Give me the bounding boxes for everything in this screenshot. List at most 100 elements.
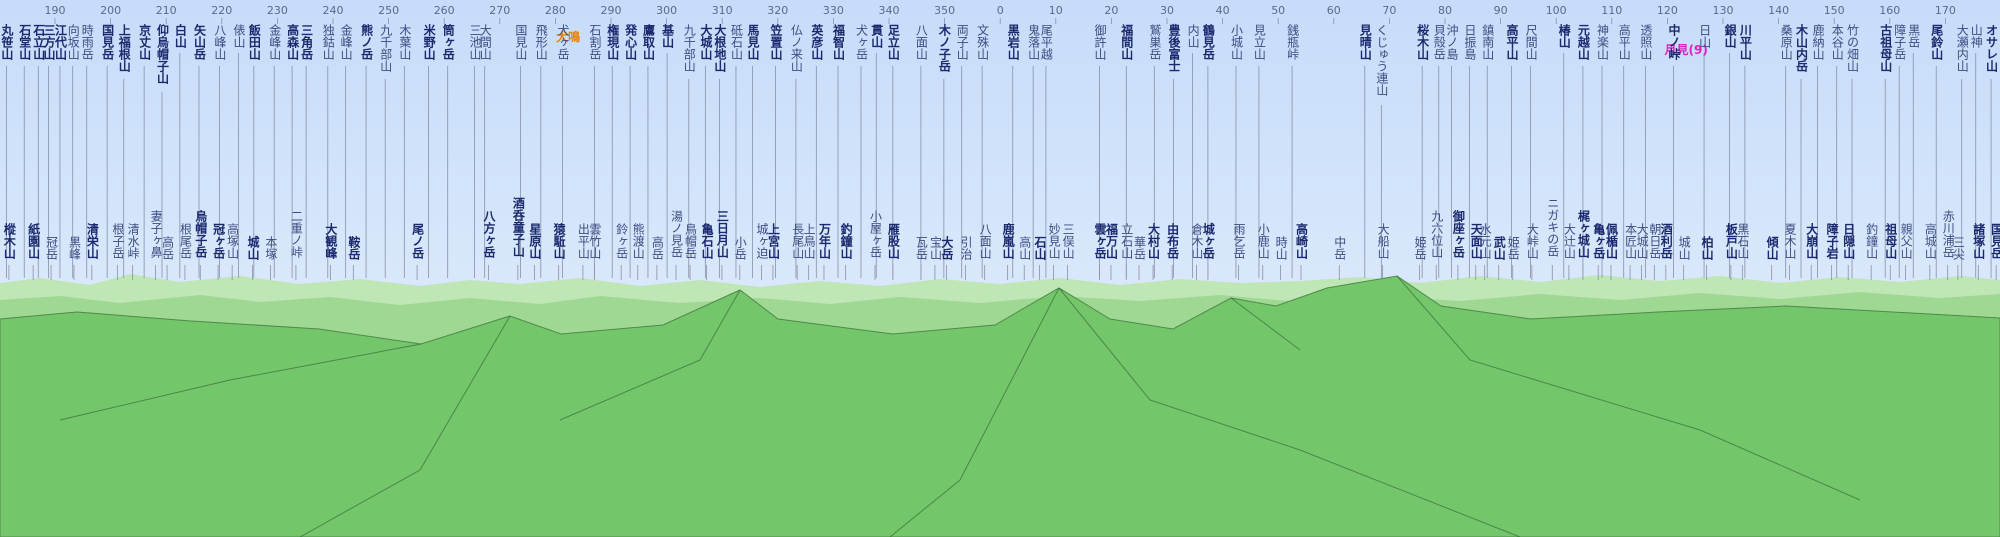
peak-label: 黒峰 <box>67 236 82 260</box>
peak-label: 高崎山 <box>1294 223 1309 259</box>
peak-label: 国見岳 <box>100 24 115 60</box>
peak-label: 九千部山 <box>682 24 697 72</box>
peak-label: 柏山 <box>1700 236 1715 260</box>
peak-label: 権現山 <box>605 24 620 60</box>
peak-label: 独鈷山 <box>321 24 336 60</box>
peak-label: 高森山 <box>285 24 300 60</box>
peak-label: 二重ノ峠 <box>289 210 304 258</box>
peak-label: 長尾山 <box>790 223 805 259</box>
peak-label: 鞍岳 <box>346 236 361 260</box>
bearing-label: 0 <box>996 4 1004 17</box>
peak-label: 沖ノ島 <box>1445 24 1460 60</box>
peak-label: 俵山 <box>232 24 247 48</box>
bearing-label: 140 <box>1768 4 1790 17</box>
bearing-label: 70 <box>1382 4 1397 17</box>
peak-label: 江代山 <box>53 24 68 60</box>
bearing-label: 190 <box>44 4 66 17</box>
bearing-label: 130 <box>1712 4 1734 17</box>
peak-label: 文殊山 <box>975 24 990 60</box>
peak-label: 国見岳 <box>1989 223 2000 259</box>
peak-label: 湯ノ見岳 <box>669 210 684 258</box>
peak-label: 根子岳 <box>110 223 125 259</box>
peak-label: 上宮山 <box>766 223 781 259</box>
peak-label: 冠ヶ岳 <box>211 223 226 259</box>
peak-label: 高岳 <box>650 236 665 260</box>
peak-label: 国見山 <box>513 24 528 60</box>
peak-label: 八面山 <box>914 24 929 60</box>
peak-label: 貫山 <box>869 24 884 48</box>
peak-label: 小岳 <box>733 236 748 260</box>
bearing-label: 10 <box>1048 4 1063 17</box>
peak-label: 梶ヶ城山 <box>1576 210 1591 258</box>
peak-label: 親父山 <box>1899 223 1914 259</box>
peak-label: 清栄山 <box>85 223 100 259</box>
peak-label: 八面山 <box>978 223 993 259</box>
peak-label: 白山 <box>173 24 188 48</box>
peak-label: 雲ヶ岳 <box>1092 223 1107 259</box>
bearing-label: 80 <box>1438 4 1452 17</box>
peak-label: 釣鐘山 <box>839 223 854 259</box>
bearing-label: 60 <box>1326 4 1341 17</box>
peak-label: 日隠山 <box>1841 223 1856 259</box>
peak-label: 御座ヶ岳 <box>1451 210 1466 258</box>
peak-label: 姫岳 <box>1413 236 1428 260</box>
peak-label: 立石山 <box>1119 223 1134 259</box>
peak-label: 大間山 <box>478 24 493 60</box>
peak-label: 由布岳 <box>1165 223 1180 259</box>
peak-label: 内山 <box>1186 24 1201 48</box>
peak-label: 尾平越 <box>1039 24 1054 60</box>
peak-label: 九六位山 <box>1429 210 1444 258</box>
peak-label: 犬ヶ岳 <box>555 24 570 60</box>
peak-label: 佩楯山 <box>1604 223 1619 259</box>
peak-label: 金峰山 <box>267 24 282 60</box>
peak-label: 大観峰 <box>323 223 338 259</box>
peak-label: 仰烏帽子山 <box>155 24 170 84</box>
bearing-label: 200 <box>100 4 122 17</box>
peak-label: 見立山 <box>1252 24 1267 60</box>
peak-label: 板戸山 <box>1724 223 1739 259</box>
peak-label: 大辻山 <box>1562 223 1577 259</box>
peak-label: 足立山 <box>886 24 901 60</box>
peak-label: 傾山 <box>1765 236 1780 260</box>
peak-label: 木ノ子岳 <box>937 24 952 72</box>
peak-label: 大船山 <box>1376 223 1391 259</box>
bearing-label: 240 <box>322 4 344 17</box>
peak-label: 本谷山 <box>1830 24 1845 60</box>
peak-label: 大峠山 <box>1525 223 1540 259</box>
bearing-label: 30 <box>1160 4 1174 17</box>
bearing-label: 170 <box>1934 4 1956 17</box>
bearing-label: 340 <box>878 4 900 17</box>
bearing-label: 310 <box>711 4 733 17</box>
peak-label: 貝殻岳 <box>1432 24 1447 60</box>
peak-label: 城山 <box>246 236 261 260</box>
peak-label: 天面山 <box>1469 223 1484 259</box>
peak-label: 三池山 <box>467 24 482 60</box>
peak-label: 御許山 <box>1092 24 1107 60</box>
peak-label: 鹿納山 <box>1811 24 1826 60</box>
ridge-lines <box>59 275 1861 537</box>
peak-label: 祖母山 <box>1883 223 1898 259</box>
peak-label: 本匠山 <box>1623 223 1638 259</box>
bearing-label: 120 <box>1656 4 1678 17</box>
bearing-label: 300 <box>656 4 678 17</box>
peak-label: 高平山 <box>1504 24 1519 60</box>
peak-label: 雨乞岳 <box>1232 223 1246 259</box>
peak-label: 桜木山 <box>1415 24 1430 60</box>
peak-label: 根尾岳 <box>178 223 193 259</box>
peak-label: 銀山 <box>1723 24 1738 48</box>
bearing-label: 260 <box>433 4 455 17</box>
peak-label: 福智山 <box>831 24 846 60</box>
peak-label: 元越山 <box>1576 24 1591 60</box>
peak-label: 上鳥山 <box>802 223 817 259</box>
peak-label: 諸塚山 <box>1971 223 1986 259</box>
peak-label: 仏ノ来山 <box>789 24 804 72</box>
peak-label: 星原山 <box>527 223 542 259</box>
peak-label: 石割岳 <box>587 24 602 60</box>
peak-label: 竹の畑山 <box>1845 24 1860 72</box>
peak-label: 古祖母山 <box>1878 24 1893 72</box>
peak-label: 石堂山 <box>17 24 32 60</box>
peak-label: 障子岳 <box>1892 24 1907 60</box>
peak-label: 鷲巣岳 <box>1147 24 1162 60</box>
bearing-label: 330 <box>822 4 844 17</box>
